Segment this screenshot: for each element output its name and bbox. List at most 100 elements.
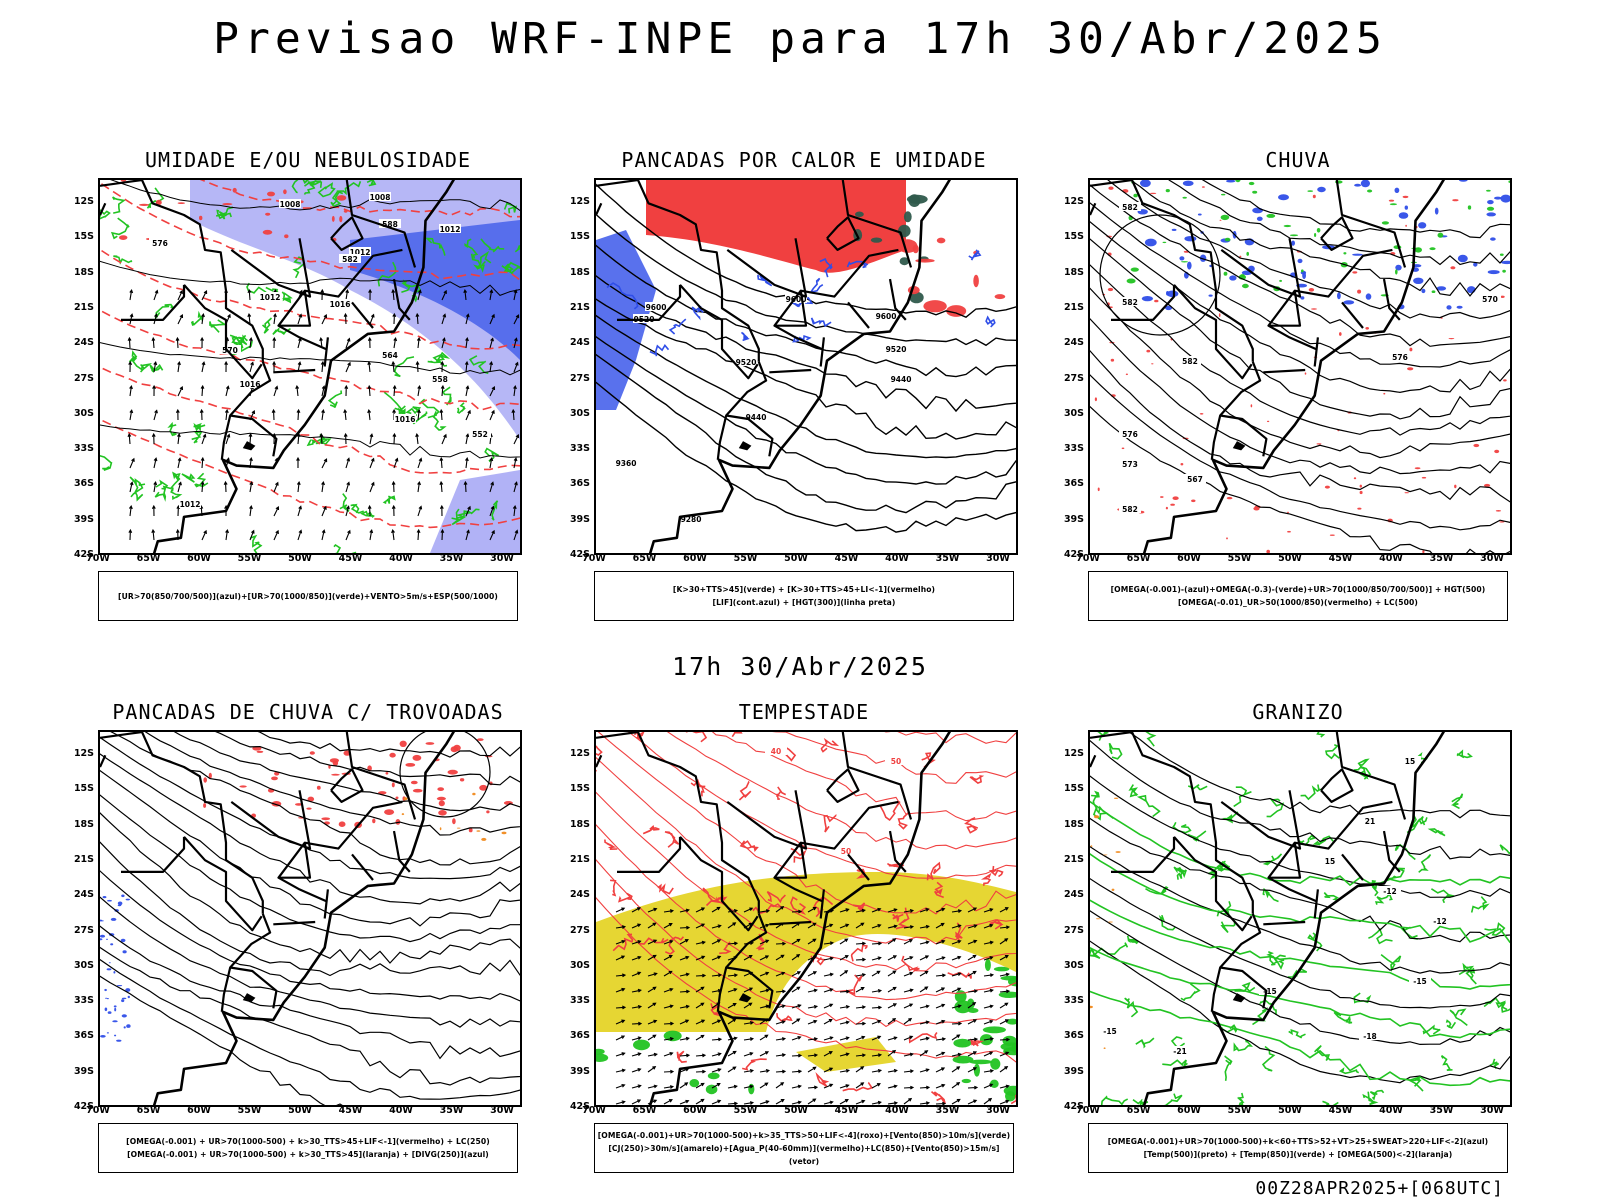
omega-orange xyxy=(1115,851,1121,853)
state-border xyxy=(1313,889,1319,919)
wind-vector xyxy=(919,1101,931,1105)
contour-label: 582 xyxy=(1122,505,1138,514)
wind-vector xyxy=(871,956,882,961)
wind850-green xyxy=(969,1059,993,1065)
wind-vector xyxy=(727,1018,737,1025)
lc250-streamline xyxy=(100,896,520,1028)
red-marker xyxy=(177,202,185,204)
thickness-red-dashed xyxy=(100,418,520,529)
temp850-green xyxy=(1097,732,1110,741)
contour-label: -12 xyxy=(1433,917,1447,926)
latitude-label: 12S xyxy=(569,196,590,207)
panel-title: UMIDADE E/OU NEBULOSIDADE xyxy=(144,148,472,172)
latitude-label: 33S xyxy=(569,995,590,1007)
omega-blue xyxy=(1179,256,1185,261)
wind-vector xyxy=(807,971,818,977)
state-border xyxy=(1320,768,1354,803)
thunder-red xyxy=(295,803,303,806)
wind-arrow xyxy=(249,529,255,541)
forecast-field: 582 582 582 576 576 573 567 582 570 xyxy=(1090,180,1510,553)
divergence-blue xyxy=(121,894,125,898)
wind-vector xyxy=(695,940,706,945)
temp850-green xyxy=(1353,766,1369,780)
contour-label: 9360 xyxy=(616,459,637,468)
longitude-label: 50W xyxy=(784,1105,808,1116)
state-border xyxy=(121,836,186,873)
red-marker xyxy=(343,209,348,213)
wind-arrow xyxy=(513,384,517,397)
temp850-green xyxy=(1323,892,1339,901)
temp850-green xyxy=(1173,866,1187,878)
wind-arrow xyxy=(441,433,447,445)
humidity-low-green xyxy=(455,508,480,519)
humidity-low-green xyxy=(167,421,177,437)
wind-vector xyxy=(647,922,657,929)
wind850-green xyxy=(633,1039,650,1051)
omega-green xyxy=(1162,241,1167,244)
geography xyxy=(1090,180,1446,553)
wind-vector xyxy=(951,1004,962,1009)
omega-red xyxy=(1110,358,1115,362)
contour-label: 9520 xyxy=(886,345,907,354)
contour-label-bg xyxy=(1259,986,1281,995)
wind-arrow xyxy=(128,504,133,517)
contour-label: 552 xyxy=(472,430,488,439)
wind-vector xyxy=(711,1068,722,1073)
wind-vector xyxy=(951,1082,961,1089)
state-border xyxy=(1267,248,1393,351)
wind-vector xyxy=(855,1005,867,1010)
wind-vector xyxy=(935,1083,946,1089)
thunder-red xyxy=(436,796,446,801)
temp500-contour xyxy=(1090,877,1510,1009)
omega-orange xyxy=(1111,888,1115,891)
wind-arrow xyxy=(369,433,374,445)
wind850-green xyxy=(596,1053,609,1062)
wind-vector xyxy=(903,908,915,913)
omega-red xyxy=(1421,476,1427,479)
wind-vector xyxy=(823,1003,834,1009)
contour-label: 582 xyxy=(1182,357,1198,366)
temp850-green xyxy=(1495,1001,1510,1013)
omega-green xyxy=(1126,278,1136,284)
wind-vector xyxy=(711,1052,722,1057)
temp850-green xyxy=(1180,983,1201,1002)
temp850-green xyxy=(1172,821,1192,834)
wind-arrow xyxy=(439,480,444,493)
state-border xyxy=(1382,278,1401,321)
wind-arrow xyxy=(273,481,279,493)
omega-blue xyxy=(1187,261,1192,270)
latitude-label: 15S xyxy=(569,231,590,243)
omega-blue xyxy=(1354,183,1362,187)
wind-arrow xyxy=(489,505,495,517)
longitude-label: 40W xyxy=(885,553,909,564)
wind-vector xyxy=(903,1069,915,1074)
latitude-label: 15S xyxy=(1063,231,1084,243)
wind850-green xyxy=(1006,1018,1016,1025)
omega-red xyxy=(1357,289,1362,294)
pressure-contour xyxy=(100,342,520,376)
wind-vector xyxy=(967,924,978,929)
wind-vector xyxy=(855,922,865,929)
wind-vector xyxy=(695,1034,705,1041)
longitude-label: 65W xyxy=(1126,553,1151,564)
wind-arrow xyxy=(439,504,444,517)
wind-vector xyxy=(775,1069,787,1074)
longitude-label: 35W xyxy=(935,1105,960,1116)
lc250-streamline xyxy=(100,769,520,927)
wind-arrow xyxy=(465,409,471,421)
wind-vector xyxy=(743,907,754,913)
temp850-green xyxy=(1427,828,1446,837)
contour-label: 1008 xyxy=(370,193,391,202)
contour-label: -12 xyxy=(1383,887,1397,896)
temp850-green xyxy=(1220,920,1236,934)
humidity-low-green xyxy=(501,263,514,273)
omega-blue xyxy=(1487,200,1494,205)
longitude-label: 50W xyxy=(288,553,312,564)
wind-arrow xyxy=(417,289,422,301)
wind-vector xyxy=(807,1085,819,1090)
omega-green xyxy=(1381,221,1389,225)
temp850-green xyxy=(1091,790,1100,810)
wind-vector xyxy=(935,973,947,978)
latitude-label: 39S xyxy=(1063,513,1084,525)
longitude-label: 55W xyxy=(733,553,758,564)
